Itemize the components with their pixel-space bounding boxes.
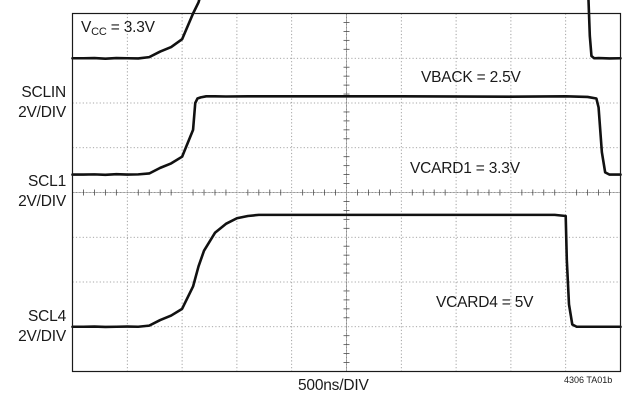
series-scale-scl4: 2V/DIV: [18, 328, 66, 345]
annotation-vcard1: VCARD1 = 3.3V: [410, 160, 520, 177]
x-axis-scale-label: 500ns/DIV: [298, 377, 369, 394]
series-scale-scl1: 2V/DIV: [18, 193, 66, 210]
trace-scl1: [71, 94, 622, 177]
series-label-scl4: SCL4: [28, 308, 66, 325]
series-label-sclin: SCLIN: [21, 84, 66, 101]
figure-code: 4306 TA01b: [564, 375, 613, 385]
supply-voltage-subscript: CC: [91, 26, 107, 38]
series-label-scl1: SCL1: [28, 173, 66, 190]
supply-voltage-main: V: [81, 19, 92, 36]
supply-voltage-value: = 3.3V: [106, 19, 155, 36]
graticule: [72, 13, 621, 372]
supply-voltage-annotation: VCC = 3.3V: [81, 19, 155, 38]
annotation-vcard4: VCARD4 = 5V: [436, 294, 534, 311]
plot-frame: [71, 12, 622, 373]
traces: [71, 0, 622, 329]
annotation-vback: VBACK = 2.5V: [421, 69, 521, 86]
trace-scl4: [71, 213, 622, 329]
series-scale-sclin: 2V/DIV: [18, 104, 66, 121]
trace-sclin: [71, 0, 622, 60]
